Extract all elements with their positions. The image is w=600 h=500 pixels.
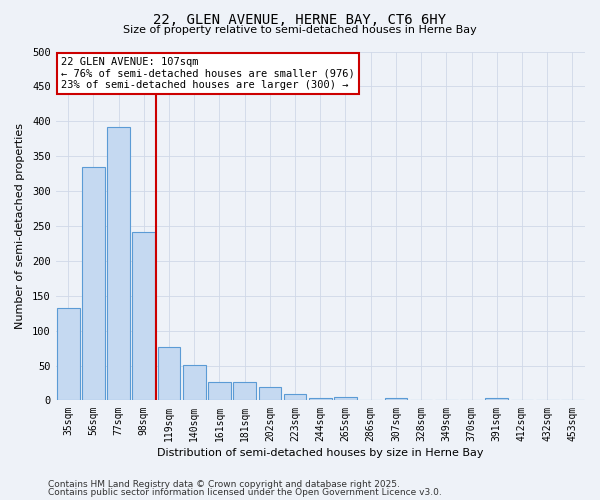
Bar xyxy=(158,348,181,401)
Bar xyxy=(309,398,332,400)
Text: 22 GLEN AVENUE: 107sqm
← 76% of semi-detached houses are smaller (976)
23% of se: 22 GLEN AVENUE: 107sqm ← 76% of semi-det… xyxy=(61,56,355,90)
Bar xyxy=(133,232,155,400)
Bar xyxy=(208,382,231,400)
Text: 22, GLEN AVENUE, HERNE BAY, CT6 6HY: 22, GLEN AVENUE, HERNE BAY, CT6 6HY xyxy=(154,12,446,26)
Bar xyxy=(233,382,256,400)
Bar xyxy=(334,397,357,400)
Text: Size of property relative to semi-detached houses in Herne Bay: Size of property relative to semi-detach… xyxy=(123,25,477,35)
Bar xyxy=(107,127,130,400)
Bar xyxy=(385,398,407,400)
Bar xyxy=(82,166,105,400)
Y-axis label: Number of semi-detached properties: Number of semi-detached properties xyxy=(15,123,25,329)
Bar xyxy=(485,398,508,400)
Bar xyxy=(57,308,80,400)
Bar xyxy=(284,394,307,400)
Text: Contains public sector information licensed under the Open Government Licence v3: Contains public sector information licen… xyxy=(48,488,442,497)
Bar xyxy=(259,387,281,400)
Text: Contains HM Land Registry data © Crown copyright and database right 2025.: Contains HM Land Registry data © Crown c… xyxy=(48,480,400,489)
X-axis label: Distribution of semi-detached houses by size in Herne Bay: Distribution of semi-detached houses by … xyxy=(157,448,484,458)
Bar xyxy=(183,365,206,400)
